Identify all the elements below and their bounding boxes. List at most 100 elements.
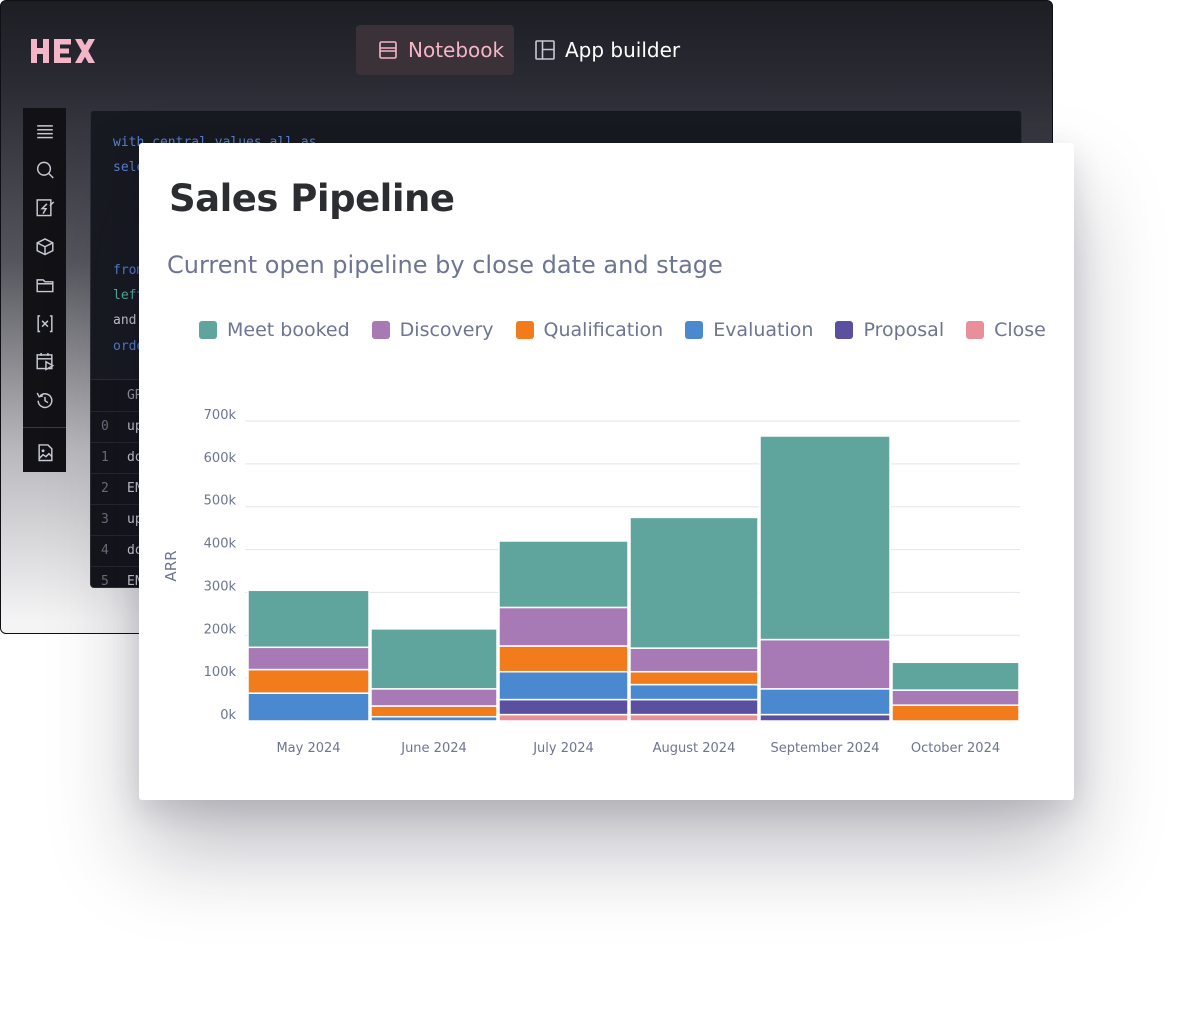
legend-item[interactable]: Qualification [515, 319, 664, 341]
bar-segment [759, 435, 891, 641]
legend-label: Evaluation [713, 319, 814, 341]
menu-icon[interactable] [34, 121, 56, 142]
row-value: up [127, 512, 143, 527]
bar-segment [629, 683, 759, 701]
notebook-icon [379, 41, 397, 59]
y-tick-label: 300k [204, 579, 237, 594]
code-line: and [113, 313, 137, 328]
row-value: EN [127, 481, 143, 496]
bar-segment [498, 670, 629, 701]
sales-pipeline-card: Sales Pipeline Current open pipeline by … [139, 143, 1074, 800]
bar-segment [498, 645, 629, 673]
search-icon[interactable] [34, 159, 56, 180]
schedule-icon[interactable] [34, 351, 56, 372]
code-line: orde [113, 339, 145, 354]
rail-divider [23, 426, 66, 428]
bar-segment [370, 688, 498, 707]
y-tick-label: 0k [220, 708, 236, 723]
bar-segment [498, 698, 629, 716]
legend-item[interactable]: Evaluation [685, 319, 813, 341]
legend-swatch [835, 321, 854, 339]
row-index: 2 [101, 481, 109, 496]
legend-label: Qualification [543, 319, 664, 341]
x-tick-label: September 2024 [770, 741, 879, 756]
bar-segment [498, 606, 629, 647]
bar-segment [370, 628, 498, 690]
bar-segment [498, 713, 629, 722]
bar-segment [247, 668, 370, 694]
row-index: 1 [101, 450, 109, 465]
bar-segment [891, 704, 1020, 722]
row-value: EN [127, 574, 143, 588]
bar-segment [629, 647, 759, 673]
x-tick-label: May 2024 [276, 741, 340, 756]
code-line: sele [113, 160, 145, 175]
row-index: 5 [101, 574, 109, 588]
card-title: Sales Pipeline [169, 177, 455, 220]
variables-icon[interactable] [34, 313, 56, 334]
row-index: 0 [101, 419, 109, 434]
cube-icon[interactable] [34, 236, 56, 257]
bar-segment [759, 688, 891, 716]
bar-segment [247, 646, 370, 671]
legend-swatch [515, 321, 534, 339]
bar-segment [759, 713, 891, 722]
tab-notebook-label: Notebook [408, 38, 505, 62]
image-chart-icon[interactable] [34, 442, 56, 463]
bar-segment [247, 692, 370, 722]
bar-segment [629, 516, 759, 649]
y-tick-label: 100k [204, 665, 237, 680]
row-index: 3 [101, 512, 109, 527]
legend-item[interactable]: Discovery [371, 319, 494, 341]
bar-segment [247, 589, 370, 649]
table-header: GR [127, 388, 143, 403]
app-builder-icon [535, 40, 555, 60]
legend-label: Close [994, 319, 1046, 341]
legend-item[interactable]: Proposal [835, 319, 944, 341]
bolt-notebook-icon[interactable] [34, 197, 56, 218]
bar-segment [891, 689, 1020, 706]
legend-swatch [199, 321, 217, 339]
tab-app-builder-label: App builder [565, 38, 681, 62]
legend-swatch [966, 321, 985, 339]
y-tick-label: 500k [204, 494, 237, 509]
legend-item[interactable]: Meet booked [199, 319, 350, 341]
bar-segment [629, 698, 759, 716]
folder-icon[interactable] [34, 274, 56, 295]
bar-segment [891, 661, 1020, 691]
y-tick-label: 400k [204, 537, 237, 552]
y-tick-label: 700k [204, 408, 237, 423]
legend-label: Discovery [399, 319, 494, 341]
legend-swatch [371, 321, 390, 339]
code-line: left [113, 288, 145, 303]
y-tick-label: 600k [204, 451, 237, 466]
x-tick-label: July 2024 [532, 741, 594, 756]
history-icon[interactable] [34, 390, 56, 411]
y-tick-label: 200k [204, 622, 237, 637]
legend-swatch [685, 321, 704, 339]
x-tick-label: June 2024 [400, 741, 467, 756]
x-tick-label: August 2024 [653, 741, 736, 756]
row-value: do [127, 543, 143, 558]
bar-segment [759, 638, 891, 690]
x-tick-label: October 2024 [911, 741, 1000, 756]
row-value: do [127, 450, 143, 465]
sidebar-rail [23, 108, 66, 472]
tab-notebook[interactable]: Notebook [356, 25, 514, 75]
y-axis-label: ARR [162, 550, 180, 581]
legend-item[interactable]: Close [966, 319, 1046, 341]
chart-legend: Meet booked Discovery Qualification Evaluat… [199, 319, 1068, 341]
code-line: from [113, 263, 145, 278]
bar-segment [498, 540, 629, 609]
legend-label: Proposal [863, 319, 945, 341]
bar-segment [629, 713, 759, 722]
tab-app-builder[interactable]: App builder [513, 25, 703, 75]
row-value: up [127, 419, 143, 434]
bar-segment [370, 705, 498, 718]
card-subtitle: Current open pipeline by close date and … [167, 251, 723, 279]
stacked-bar-chart: 0k 100k 200k 300k 400k 500k 600k 700k ARR May 202… [162, 408, 1020, 756]
bar-segment [629, 670, 759, 686]
hex-logo [31, 39, 95, 63]
row-index: 4 [101, 543, 109, 558]
legend-label: Meet booked [227, 319, 350, 341]
